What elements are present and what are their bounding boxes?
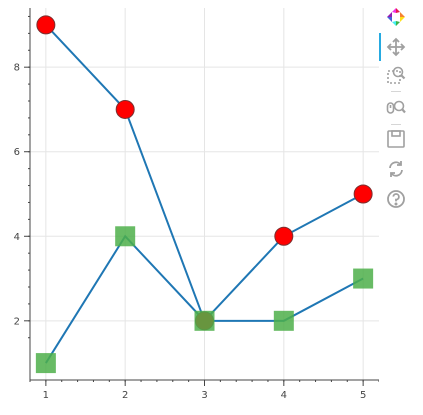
- y-tick-label: 8: [14, 63, 20, 74]
- toolbar-divider: [391, 124, 401, 125]
- x-tick-label: 1: [43, 390, 49, 401]
- help-tool-icon: [387, 190, 405, 208]
- active-tool-indicator: [379, 33, 381, 61]
- x-tick-label: 2: [122, 390, 128, 401]
- series-1-point: [35, 353, 56, 374]
- x-tick-label: 4: [281, 390, 287, 401]
- pan-tool-icon: [386, 37, 406, 57]
- series-0-point: [274, 226, 294, 246]
- series-1-point: [353, 268, 374, 289]
- series-0-point: [353, 184, 373, 204]
- wheel-zoom-tool-button[interactable]: [381, 96, 411, 120]
- toolbar-divider: [391, 91, 401, 92]
- series-layer: [35, 15, 374, 374]
- reset-tool-icon: [389, 161, 403, 177]
- y-tick-label: 4: [14, 232, 20, 243]
- x-tick-label: 3: [201, 390, 207, 401]
- series-0-point: [36, 15, 56, 35]
- y-tick-label: 2: [14, 316, 20, 327]
- series-1-point: [273, 310, 294, 331]
- reset-tool-button[interactable]: [381, 157, 411, 181]
- x-tick-label: 5: [360, 390, 366, 401]
- line-chart: 1 2 3 4 5 2 4 6 8: [14, 8, 379, 401]
- help-tool-button[interactable]: [381, 187, 411, 211]
- save-tool-icon: [387, 130, 405, 148]
- series-1-point: [115, 226, 136, 247]
- box-zoom-tool-icon: [387, 66, 406, 84]
- toolbar: [379, 0, 413, 415]
- save-tool-button[interactable]: [381, 127, 411, 151]
- axes: 1 2 3 4 5 2 4 6 8: [14, 8, 379, 401]
- bokeh-logo-icon: [381, 5, 411, 29]
- y-tick-label: 6: [14, 147, 20, 158]
- box-zoom-tool-button[interactable]: [381, 63, 411, 87]
- wheel-zoom-tool-icon: [386, 100, 406, 114]
- series-0-point: [115, 99, 135, 119]
- series-1-point: [194, 310, 215, 331]
- pan-tool-button[interactable]: [381, 35, 411, 59]
